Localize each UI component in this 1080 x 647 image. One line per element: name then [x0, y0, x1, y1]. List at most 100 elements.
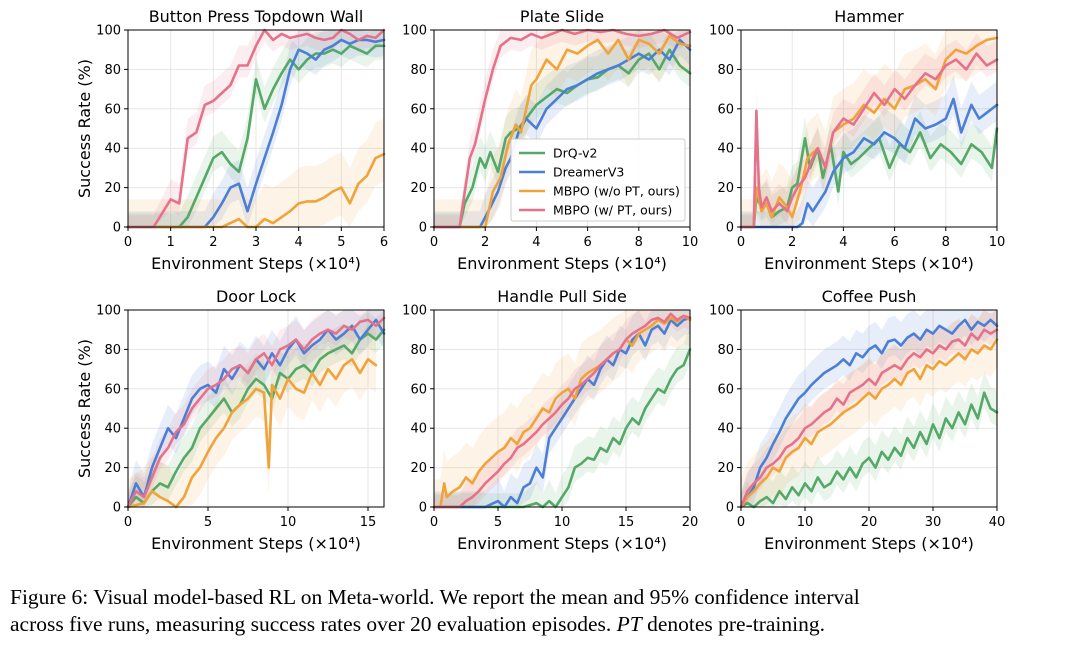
y-tick-label: 0	[419, 501, 427, 516]
y-tick-label: 0	[113, 221, 121, 236]
x-tick-label: 10	[280, 515, 297, 530]
panel-handle-pull-side: 0 5 10 15 20 0 20 40 60 80 100 Handle Pull Side Envi…	[402, 287, 698, 553]
panel-title: Plate Slide	[520, 7, 604, 26]
y-tick-label: 80	[410, 343, 427, 358]
ci-band-drq-v2	[741, 106, 997, 227]
x-tick-label: 20	[861, 515, 878, 530]
y-tick-label: 100	[709, 304, 734, 319]
series-line-mbpo-w-pt-ours	[739, 52, 999, 229]
series-line-drq-v2	[126, 328, 386, 509]
x-tick-label: 0	[124, 515, 132, 530]
series-line-drq-v2	[739, 391, 999, 509]
panel-title: Handle Pull Side	[497, 287, 627, 306]
y-tick-label: 80	[104, 343, 121, 358]
x-tick-label: 2	[788, 235, 796, 250]
series-line-dreamerv3	[432, 316, 692, 509]
x-axis-label: Environment Steps (×10⁴)	[457, 254, 667, 273]
legend: DrQ-v2 DreamerV3 MBPO (w/o PT, ours) MBPO (…	[510, 138, 686, 222]
series-line-mbpo-w-o-pt-ours	[432, 314, 692, 509]
x-tick-label: 0	[124, 235, 132, 250]
ci-band-mbpo-w-o-pt-ours	[434, 30, 690, 227]
y-tick-label: 40	[410, 142, 427, 157]
x-tick-label: 0	[737, 235, 745, 250]
y-tick-label: 60	[104, 382, 121, 397]
series-line-dreamerv3	[739, 318, 999, 509]
y-tick-label: 0	[726, 501, 734, 516]
y-tick-label: 100	[96, 304, 121, 319]
y-tick-label: 0	[419, 221, 427, 236]
x-axis-label: Environment Steps (×10⁴)	[151, 534, 361, 553]
panel-title: Button Press Topdown Wall	[149, 7, 364, 26]
x-tick-label: 2	[481, 235, 489, 250]
x-axis-label: Environment Steps (×10⁴)	[764, 534, 974, 553]
x-tick-label: 5	[204, 515, 212, 530]
figure-caption: Figure 6: Visual model-based RL on Meta-…	[10, 584, 1078, 638]
panel-title: Door Lock	[216, 287, 297, 306]
ci-band-drq-v2	[434, 327, 690, 507]
x-tick-label: 15	[618, 515, 635, 530]
x-tick-label: 0	[430, 235, 438, 250]
x-axis-label: Environment Steps (×10⁴)	[151, 254, 361, 273]
y-tick-label: 20	[717, 181, 734, 196]
x-tick-label: 20	[682, 515, 699, 530]
legend-label-dreamerv3: DreamerV3	[553, 165, 624, 180]
series-line-mbpo-w-pt-ours	[126, 316, 386, 509]
series-line-mbpo-w-pt-ours	[739, 328, 999, 509]
plot-area	[128, 310, 384, 507]
legend-label-mbpo-w-pt-ours: MBPO (w/ PT, ours)	[553, 203, 672, 218]
legend-label-drq-v2: DrQ-v2	[553, 146, 597, 161]
series-line-mbpo-w-pt-ours	[432, 312, 692, 509]
series-line-dreamerv3	[432, 38, 692, 229]
series-line-mbpo-w-o-pt-ours	[432, 34, 692, 229]
y-tick-label: 100	[402, 304, 427, 319]
axes-frame	[433, 29, 691, 228]
ci-band-mbpo-w-o-pt-ours	[741, 310, 997, 507]
x-tick-label: 8	[635, 235, 643, 250]
x-tick-label: 5	[337, 235, 345, 250]
ci-band-dreamerv3	[434, 310, 690, 507]
ci-band-mbpo-w-pt-ours	[434, 310, 690, 507]
y-tick-label: 60	[410, 102, 427, 117]
x-tick-label: 8	[942, 235, 950, 250]
x-tick-label: 10	[682, 235, 699, 250]
ci-band-mbpo-w-pt-ours	[128, 310, 384, 507]
y-axis-label: Success Rate (%)	[75, 339, 94, 478]
ci-band-dreamerv3	[128, 310, 384, 507]
y-tick-label: 40	[717, 142, 734, 157]
y-tick-label: 40	[104, 422, 121, 437]
series-line-drq-v2	[432, 348, 692, 509]
y-tick-label: 20	[410, 181, 427, 196]
x-tick-label: 4	[532, 235, 540, 250]
x-tick-label: 10	[554, 515, 571, 530]
legend-box	[510, 138, 686, 222]
y-tick-label: 40	[717, 422, 734, 437]
caption-line-2: across five runs, measuring success rate…	[10, 612, 612, 636]
ci-band-dreamerv3	[741, 75, 997, 227]
panel-coffee-push: 0 10 20 30 40 0 20 40 60 80 100 Coffee Push Environm…	[709, 287, 1005, 553]
series-line-dreamerv3	[739, 97, 999, 229]
y-tick-label: 100	[402, 24, 427, 39]
ci-band-mbpo-w-pt-ours	[741, 310, 997, 507]
x-tick-label: 4	[839, 235, 847, 250]
series-line-mbpo-w-o-pt-ours	[126, 357, 378, 509]
y-tick-label: 0	[726, 221, 734, 236]
ci-band-mbpo-w-o-pt-ours	[434, 310, 690, 507]
y-tick-label: 100	[709, 24, 734, 39]
caption-line-2-end: denotes pre-training.	[641, 612, 825, 636]
y-axis-label: Success Rate (%)	[75, 59, 94, 198]
axes-frame	[127, 309, 385, 508]
x-axis-label: Environment Steps (×10⁴)	[764, 254, 974, 273]
x-tick-label: 2	[209, 235, 217, 250]
ci-band-drq-v2	[741, 371, 997, 507]
x-tick-label: 0	[737, 515, 745, 530]
caption-line-1: Figure 6: Visual model-based RL on Meta-…	[10, 585, 860, 609]
y-tick-label: 20	[104, 461, 121, 476]
y-tick-label: 80	[717, 343, 734, 358]
axes-frame	[740, 29, 998, 228]
series-line-mbpo-w-o-pt-ours	[739, 338, 999, 509]
x-tick-label: 40	[989, 515, 1006, 530]
y-tick-label: 60	[717, 382, 734, 397]
